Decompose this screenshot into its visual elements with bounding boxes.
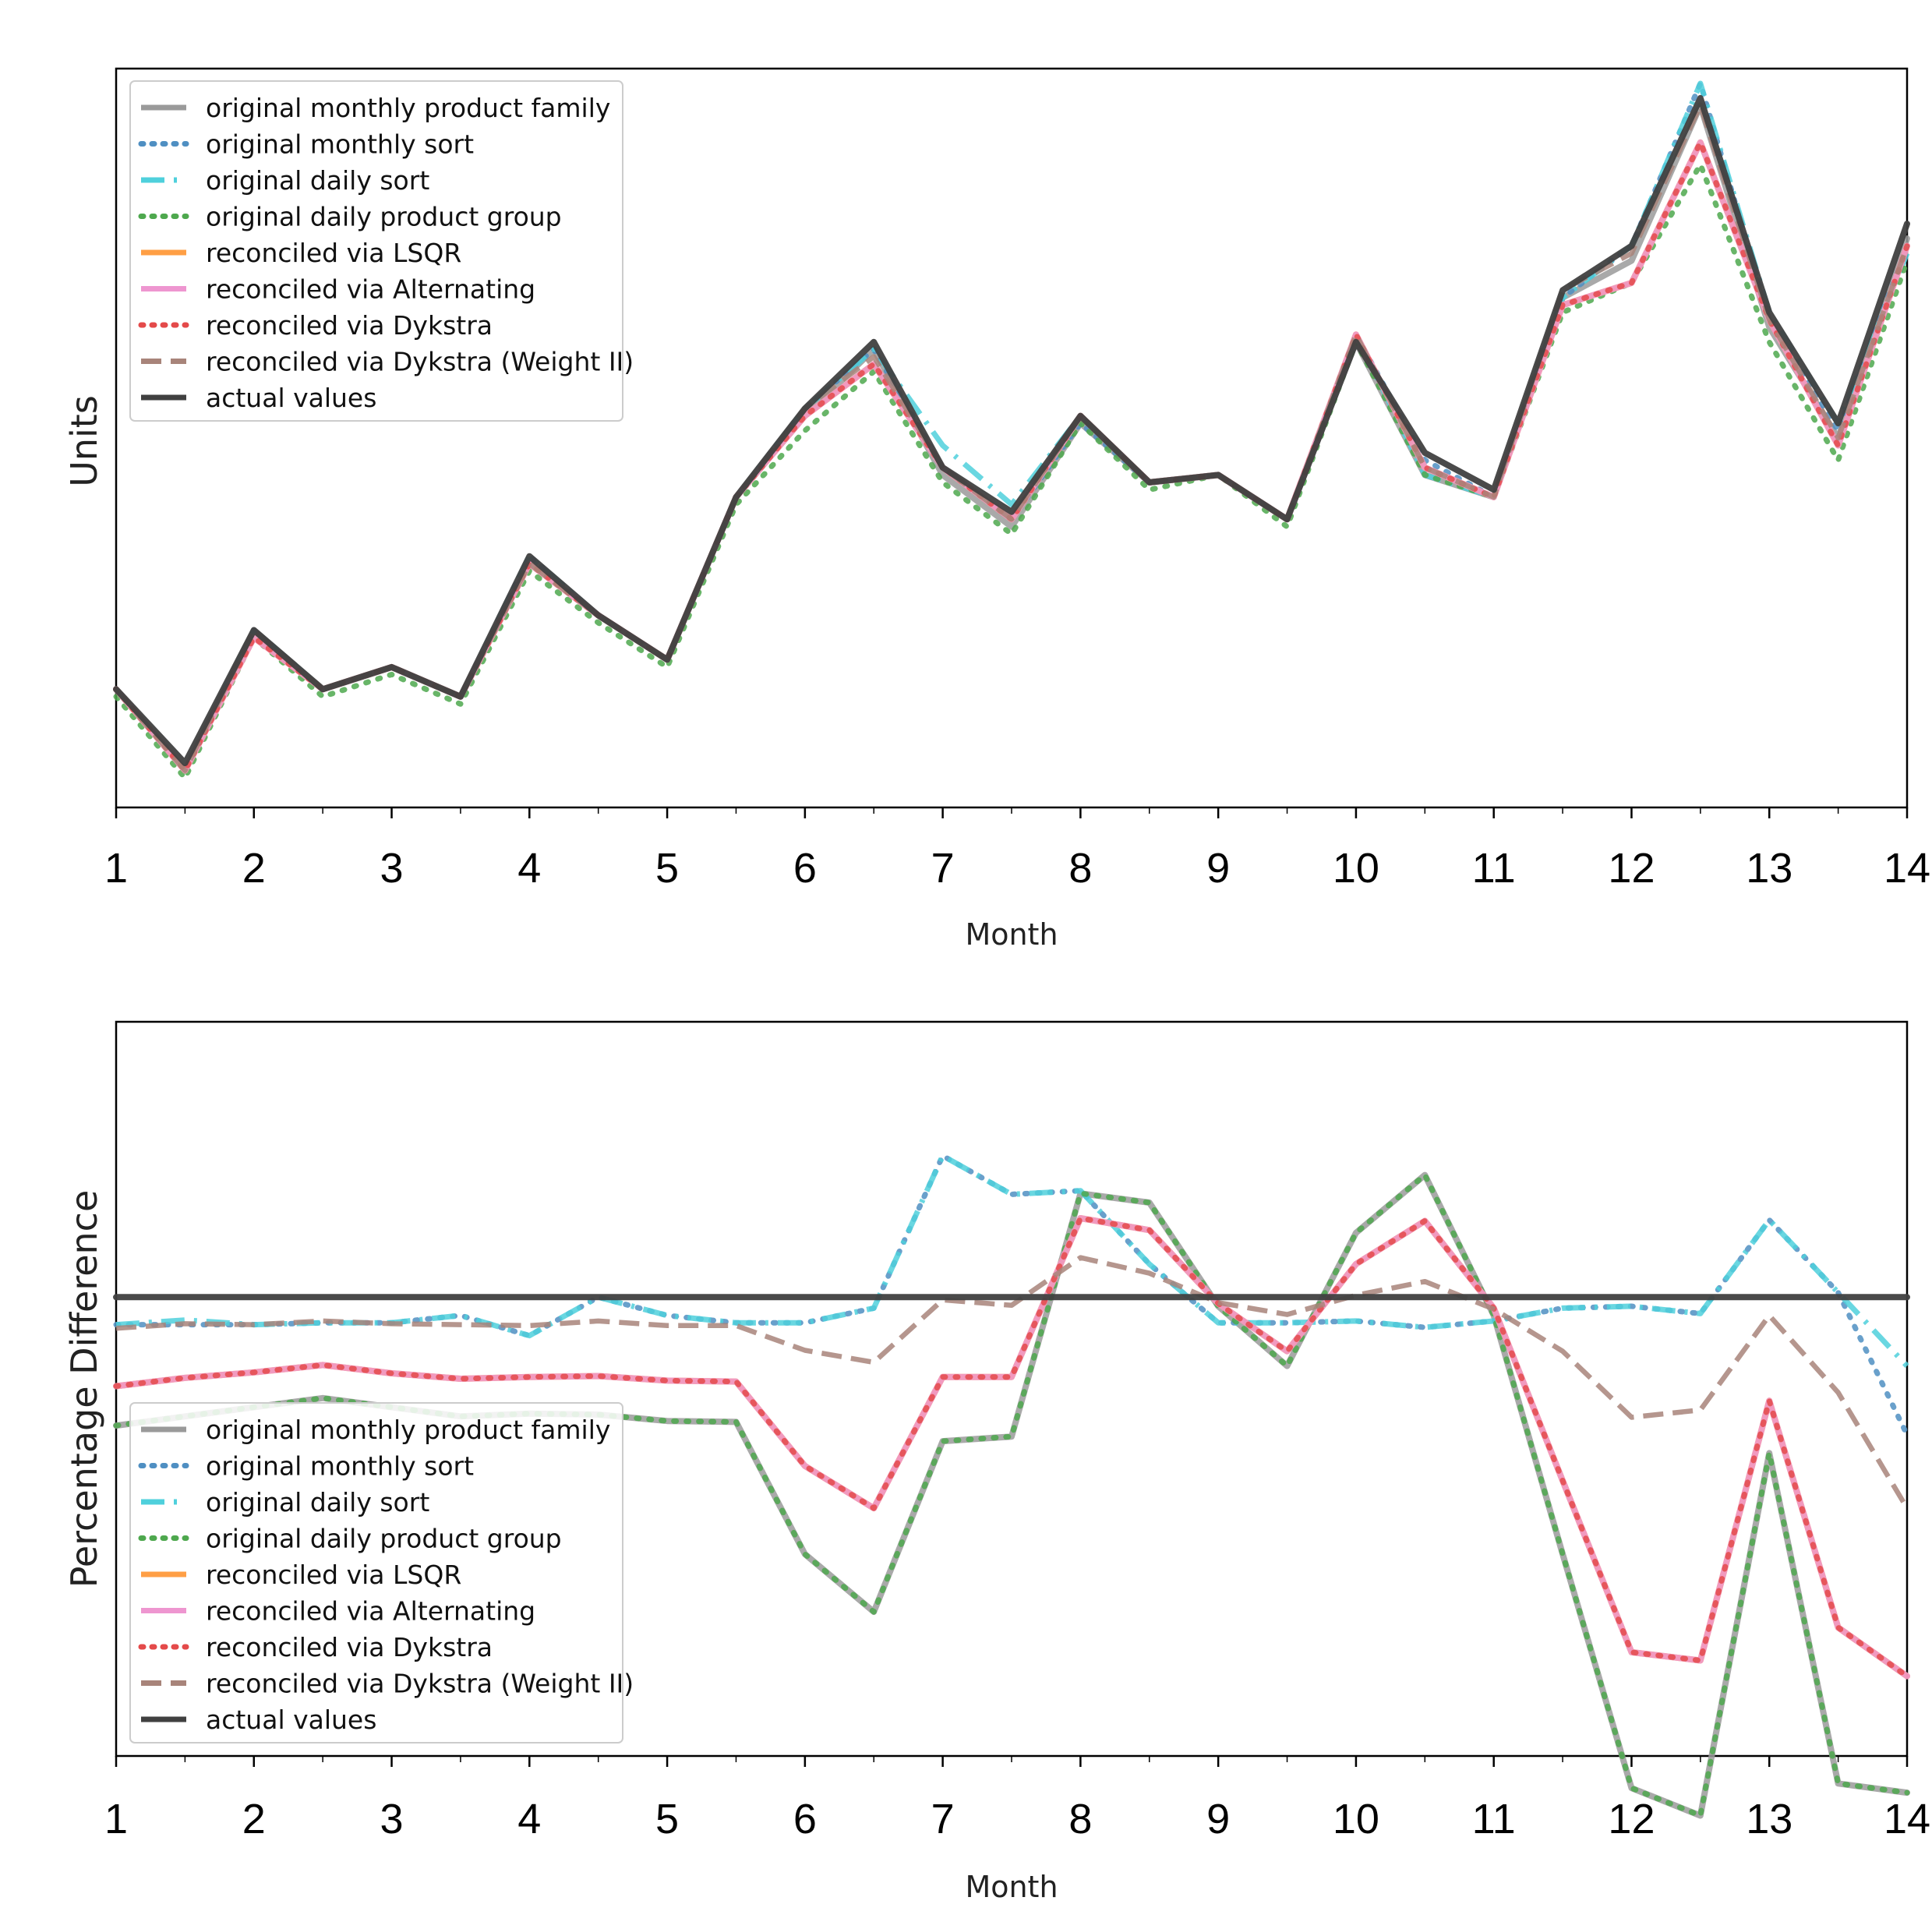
x-tick-label: 10 <box>1333 1796 1379 1842</box>
legend-label-actual-values: actual values <box>206 383 376 413</box>
x-ticks: 1 2 3 4 5 6 7 8 9 10 11 12 13 14 <box>104 807 1930 892</box>
x-ticks: 1 2 3 4 5 6 7 8 9 10 11 12 13 14 <box>104 1756 1930 1842</box>
series-line-original-daily-sort <box>115 1153 1909 1368</box>
legend-label-original-daily-sort: original daily sort <box>206 1487 429 1517</box>
series-line-reconciled-via-dykstra <box>113 1215 1910 1680</box>
x-tick-label: 10 <box>1333 845 1379 892</box>
series-line-original-daily-product-group <box>113 161 1910 781</box>
legend-label-reconciled-via-dykstra: reconciled via Dykstra <box>206 310 493 341</box>
x-axis-label: Month <box>965 917 1058 952</box>
legend: original monthly product family original … <box>129 1402 634 1744</box>
series-lines <box>113 1153 1910 1819</box>
legend-label-original-monthly-product-family: original monthly product family <box>206 1415 610 1445</box>
x-tick-label: 3 <box>380 845 404 892</box>
legend-label-actual-values: actual values <box>206 1705 376 1735</box>
legend-label-reconciled-via-alternating: reconciled via Alternating <box>206 274 535 305</box>
legend-label-reconciled-via-lsqr: reconciled via LSQR <box>206 1560 461 1590</box>
x-tick-label: 4 <box>517 845 541 892</box>
x-tick-label: 11 <box>1472 1796 1516 1842</box>
x-tick-label: 13 <box>1746 845 1792 892</box>
legend-box <box>129 1402 623 1744</box>
percentage-difference-chart-panel: 1 2 3 4 5 6 7 8 9 10 11 12 13 14 Month Percentage Dif… <box>63 1020 1930 1904</box>
x-tick-label: 5 <box>655 845 679 892</box>
units-chart-panel: 1 2 3 4 5 6 7 8 9 10 11 12 13 14 Month Units original… <box>63 67 1930 952</box>
legend: original monthly product family original … <box>129 80 634 422</box>
x-tick-label: 12 <box>1608 1796 1655 1842</box>
series-line-original-daily-sort <box>114 80 1910 774</box>
legend-box <box>129 80 623 422</box>
series-line-actual-values <box>113 94 1910 767</box>
x-tick-label: 7 <box>931 845 955 892</box>
x-tick-label: 13 <box>1746 1796 1792 1842</box>
x-tick-label: 7 <box>931 1796 955 1842</box>
x-tick-label: 1 <box>104 1796 128 1842</box>
legend-label-original-daily-product-group: original daily product group <box>206 202 562 232</box>
legend-label-reconciled-via-alternating: reconciled via Alternating <box>206 1596 535 1627</box>
x-tick-label: 9 <box>1206 1796 1230 1842</box>
legend-label-reconciled-via-dykstra: reconciled via Dykstra <box>206 1632 493 1662</box>
x-tick-label: 2 <box>242 1796 266 1842</box>
x-tick-label: 14 <box>1884 845 1930 892</box>
y-axis-label: Percentage Difference <box>63 1190 105 1588</box>
x-axis-label: Month <box>965 1870 1058 1904</box>
legend-label-original-daily-product-group: original daily product group <box>206 1524 562 1554</box>
legend-label-original-monthly-product-family: original monthly product family <box>206 93 610 123</box>
x-tick-label: 11 <box>1472 845 1516 892</box>
x-tick-label: 6 <box>793 1796 817 1842</box>
x-tick-label: 3 <box>380 1796 404 1842</box>
y-axis-label: Units <box>63 395 105 487</box>
legend-label-reconciled-via-lsqr: reconciled via LSQR <box>206 238 461 268</box>
x-tick-label: 8 <box>1068 1796 1092 1842</box>
legend-label-original-monthly-sort: original monthly sort <box>206 129 474 160</box>
x-tick-label: 5 <box>655 1796 679 1842</box>
x-tick-label: 9 <box>1206 845 1230 892</box>
x-tick-label: 8 <box>1068 845 1092 892</box>
series-lines <box>113 80 1910 781</box>
legend-label-original-monthly-sort: original monthly sort <box>206 1451 474 1482</box>
legend-label-reconciled-via-dykstra-weight-ii: reconciled via Dykstra (Weight II) <box>206 1669 634 1699</box>
x-tick-label: 12 <box>1608 845 1655 892</box>
legend-label-original-daily-sort: original daily sort <box>206 165 429 196</box>
x-tick-label: 4 <box>517 1796 541 1842</box>
x-tick-label: 6 <box>793 845 817 892</box>
legend-label-reconciled-via-dykstra-weight-ii: reconciled via Dykstra (Weight II) <box>206 347 634 377</box>
x-tick-label: 2 <box>242 845 266 892</box>
series-line-reconciled-via-dykstra-weight-ii <box>115 1255 1909 1510</box>
x-tick-label: 14 <box>1884 1796 1930 1842</box>
x-tick-label: 1 <box>104 845 128 892</box>
